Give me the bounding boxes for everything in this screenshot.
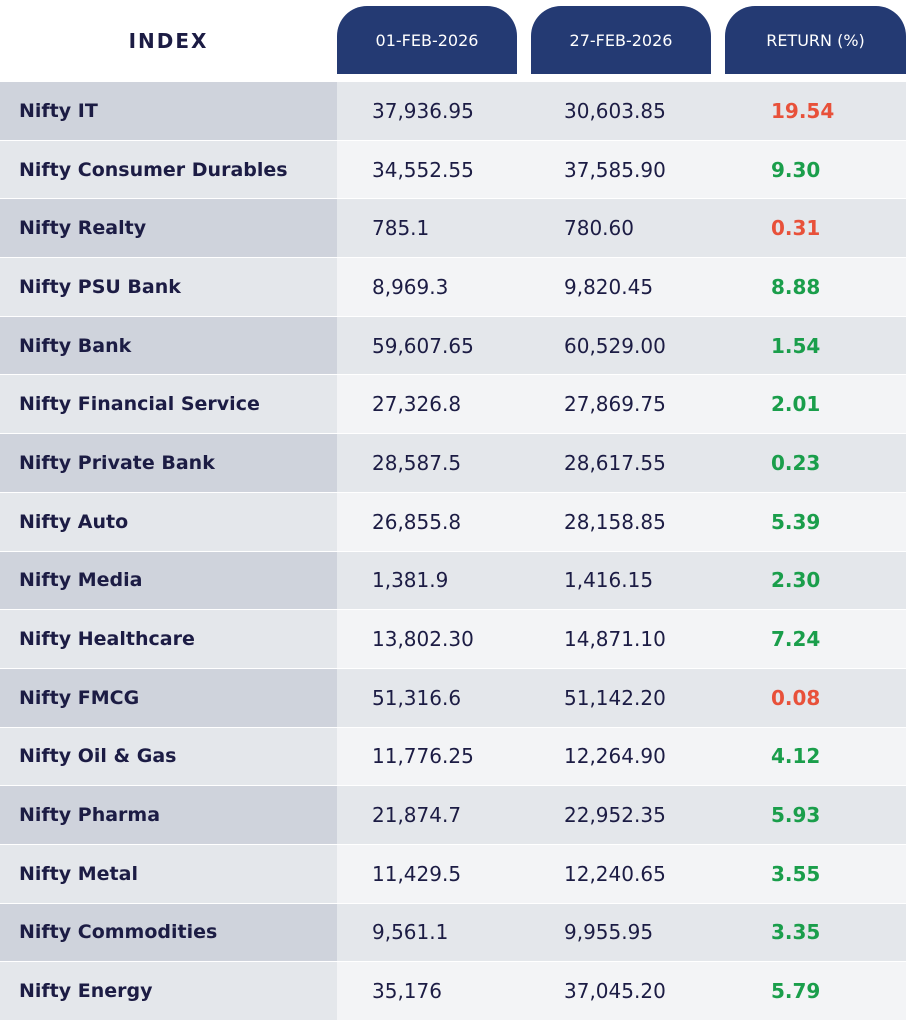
index-name: Nifty FMCG — [0, 668, 337, 727]
return-value: 2.30 — [725, 551, 906, 610]
value-27-feb: 12,240.65 — [531, 844, 725, 903]
table-row: Nifty Metal 11,429.5 12,240.65 3.55 — [0, 843, 906, 903]
value-27-feb: 780.60 — [531, 199, 725, 258]
value-27-feb: 12,264.90 — [531, 727, 725, 786]
value-01-feb: 27,326.8 — [337, 375, 531, 434]
value-01-feb: 8,969.3 — [337, 258, 531, 316]
value-01-feb: 26,855.8 — [337, 492, 531, 551]
index-name: Nifty IT — [0, 82, 337, 140]
header-return: RETURN (%) — [725, 6, 906, 74]
table-row: Nifty Pharma 21,874.7 22,952.35 5.93 — [0, 785, 906, 844]
value-01-feb: 28,587.5 — [337, 434, 531, 492]
value-27-feb: 30,603.85 — [531, 82, 725, 140]
index-name: Nifty Consumer Durables — [0, 140, 337, 199]
return-value: 1.54 — [725, 316, 906, 375]
value-01-feb: 1,381.9 — [337, 551, 531, 610]
value-27-feb: 51,142.20 — [531, 668, 725, 727]
value-27-feb: 37,045.20 — [531, 962, 725, 1020]
value-01-feb: 37,936.95 — [337, 82, 531, 140]
table-row: Nifty IT 37,936.95 30,603.85 19.54 — [0, 81, 906, 140]
value-27-feb: 9,955.95 — [531, 903, 725, 962]
table-row: Nifty Private Bank 28,587.5 28,617.55 0.23 — [0, 433, 906, 492]
value-27-feb: 9,820.45 — [531, 258, 725, 316]
return-value: 7.24 — [725, 610, 906, 668]
return-value: 4.12 — [725, 727, 906, 786]
table-row: Nifty Energy 35,176 37,045.20 5.79 — [0, 961, 906, 1020]
return-value: 5.39 — [725, 492, 906, 551]
value-01-feb: 13,802.30 — [337, 610, 531, 668]
value-27-feb: 28,158.85 — [531, 492, 725, 551]
index-name: Nifty Media — [0, 551, 337, 610]
table-row: Nifty Commodities 9,561.1 9,955.95 3.35 — [0, 902, 906, 962]
table-row: Nifty Financial Service 27,326.8 27,869.75… — [0, 374, 906, 434]
return-value: 9.30 — [725, 140, 906, 199]
index-name: Nifty Realty — [0, 199, 337, 258]
value-27-feb: 1,416.15 — [531, 551, 725, 610]
value-27-feb: 14,871.10 — [531, 610, 725, 668]
header-index: INDEX — [128, 28, 209, 53]
value-27-feb: 22,952.35 — [531, 786, 725, 844]
header-27-feb: 27-FEB-2026 — [531, 6, 711, 74]
table-row: Nifty Oil & Gas 11,776.25 12,264.90 4.12 — [0, 726, 906, 786]
value-27-feb: 37,585.90 — [531, 140, 725, 199]
value-01-feb: 51,316.6 — [337, 668, 531, 727]
value-27-feb: 28,617.55 — [531, 434, 725, 492]
index-name: Nifty Private Bank — [0, 434, 337, 492]
table-row: Nifty PSU Bank 8,969.3 9,820.45 8.88 — [0, 257, 906, 316]
index-name: Nifty Auto — [0, 492, 337, 551]
value-01-feb: 11,776.25 — [337, 727, 531, 786]
index-name: Nifty PSU Bank — [0, 258, 337, 316]
table-row: Nifty Media 1,381.9 1,416.15 2.30 — [0, 550, 906, 610]
return-value: 19.54 — [725, 82, 906, 140]
index-name: Nifty Oil & Gas — [0, 727, 337, 786]
value-27-feb: 27,869.75 — [531, 375, 725, 434]
value-01-feb: 59,607.65 — [337, 316, 531, 375]
return-value: 5.93 — [725, 786, 906, 844]
table-row: Nifty Consumer Durables 34,552.55 37,585.9… — [0, 139, 906, 199]
table-row: Nifty Realty 785.1 780.60 0.31 — [0, 198, 906, 258]
return-value: 0.31 — [725, 199, 906, 258]
return-value: 8.88 — [725, 258, 906, 316]
value-01-feb: 11,429.5 — [337, 844, 531, 903]
index-name: Nifty Healthcare — [0, 610, 337, 668]
header-01-feb: 01-FEB-2026 — [337, 6, 517, 74]
index-name: Nifty Financial Service — [0, 375, 337, 434]
value-27-feb: 60,529.00 — [531, 316, 725, 375]
value-01-feb: 35,176 — [337, 962, 531, 1020]
table-body: Nifty IT 37,936.95 30,603.85 19.54 Nifty Con… — [0, 81, 906, 1020]
index-name: Nifty Energy — [0, 962, 337, 1020]
table-row: Nifty Healthcare 13,802.30 14,871.10 7.24 — [0, 609, 906, 668]
table-row: Nifty Bank 59,607.65 60,529.00 1.54 — [0, 315, 906, 375]
index-name: Nifty Metal — [0, 844, 337, 903]
table-row: Nifty FMCG 51,316.6 51,142.20 0.08 — [0, 667, 906, 727]
table-row: Nifty Auto 26,855.8 28,158.85 5.39 — [0, 491, 906, 551]
index-name: Nifty Pharma — [0, 786, 337, 844]
return-value: 3.55 — [725, 844, 906, 903]
value-01-feb: 785.1 — [337, 199, 531, 258]
value-01-feb: 9,561.1 — [337, 903, 531, 962]
table-header: INDEX 01-FEB-2026 27-FEB-2026 RETURN (%) — [0, 0, 906, 81]
return-value: 2.01 — [725, 375, 906, 434]
return-value: 5.79 — [725, 962, 906, 1020]
return-value: 0.23 — [725, 434, 906, 492]
index-name: Nifty Bank — [0, 316, 337, 375]
value-01-feb: 34,552.55 — [337, 140, 531, 199]
return-value: 3.35 — [725, 903, 906, 962]
return-value: 0.08 — [725, 668, 906, 727]
index-name: Nifty Commodities — [0, 903, 337, 962]
value-01-feb: 21,874.7 — [337, 786, 531, 844]
